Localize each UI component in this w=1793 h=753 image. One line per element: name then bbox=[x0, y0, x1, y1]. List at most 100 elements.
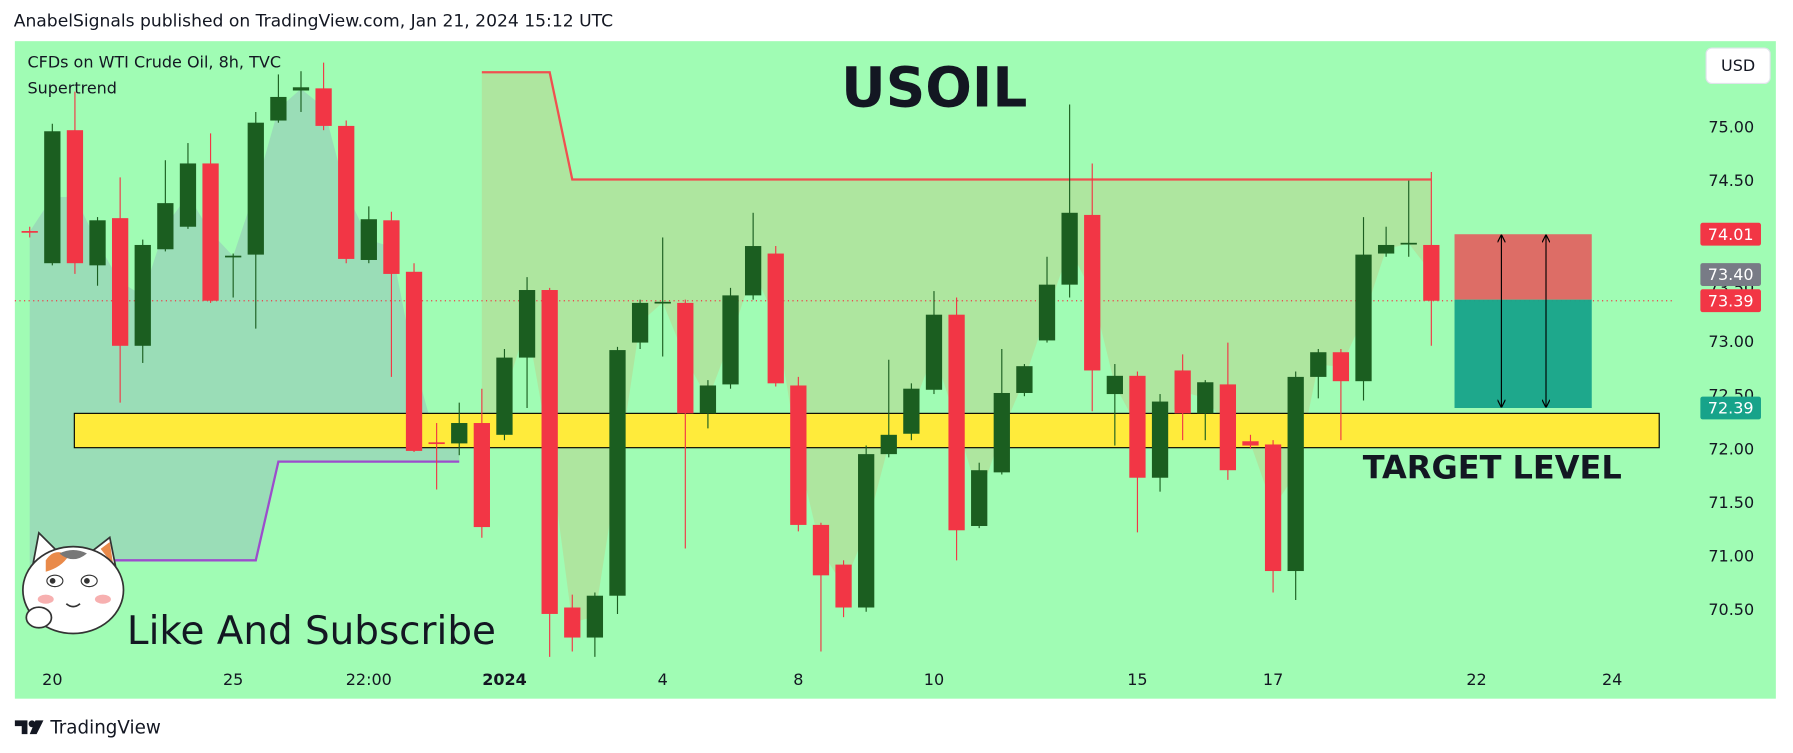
candle-body bbox=[767, 253, 784, 384]
x-tick-label: 8 bbox=[793, 670, 803, 689]
candle-body bbox=[971, 470, 988, 526]
candle-body bbox=[699, 385, 717, 414]
candle-body bbox=[1151, 401, 1169, 478]
cat-blush bbox=[37, 594, 54, 604]
candle-body bbox=[338, 125, 355, 259]
y-tick-label: 70.50 bbox=[1708, 600, 1754, 619]
candle-body bbox=[360, 219, 377, 260]
overlay-layer: 70.5071.0071.5072.0072.5073.0073.5074.00… bbox=[42, 118, 1761, 689]
cat-sticker bbox=[22, 531, 125, 635]
cat-pupil bbox=[84, 578, 90, 584]
candle-body bbox=[586, 595, 604, 638]
candle-body bbox=[179, 163, 197, 227]
candle-body bbox=[654, 301, 671, 304]
candle-body bbox=[44, 131, 61, 264]
candle-body bbox=[1287, 376, 1304, 572]
candle-body bbox=[948, 314, 965, 531]
candle-body bbox=[134, 244, 151, 346]
price-label: 73.39 bbox=[1708, 291, 1754, 310]
zone-label: TARGET LEVEL bbox=[1363, 448, 1622, 486]
y-tick-label: 75.00 bbox=[1708, 118, 1754, 137]
x-tick-label: 15 bbox=[1127, 670, 1147, 689]
candle-body bbox=[880, 434, 897, 455]
price-label: 73.40 bbox=[1708, 265, 1754, 284]
supertrend-line bbox=[481, 71, 1432, 181]
publisher: AnabelSignals published on TradingView.c… bbox=[14, 12, 613, 32]
currency-button[interactable]: USD bbox=[1705, 47, 1771, 85]
x-tick-label: 22 bbox=[1466, 670, 1486, 689]
cat-blush bbox=[94, 594, 111, 604]
currency[interactable]: USD bbox=[1721, 56, 1755, 75]
x-tick-label: 4 bbox=[658, 670, 668, 689]
cat-ear-patch bbox=[100, 542, 114, 565]
brand-logo bbox=[14, 720, 44, 735]
target-area bbox=[1454, 299, 1592, 409]
candle-body bbox=[1400, 242, 1417, 245]
candle-body bbox=[744, 246, 762, 296]
price-label: 74.01 bbox=[1708, 225, 1754, 244]
candle-body bbox=[1242, 441, 1259, 446]
candle-body bbox=[925, 314, 943, 390]
candle-body bbox=[790, 385, 807, 525]
price-label-box bbox=[1700, 222, 1761, 246]
candle-body bbox=[225, 255, 242, 258]
candle-body bbox=[677, 302, 694, 414]
x-tick-label: 22:00 bbox=[346, 670, 392, 689]
currency-box[interactable] bbox=[1705, 47, 1771, 85]
candle-body bbox=[315, 88, 332, 126]
candle-body bbox=[428, 442, 445, 445]
candle-body bbox=[631, 302, 649, 343]
candle-body bbox=[835, 564, 852, 608]
y-tick-label: 73.00 bbox=[1708, 332, 1754, 351]
candle-body bbox=[21, 231, 38, 233]
x-tick-label: 2024 bbox=[482, 670, 527, 689]
candle-body bbox=[1332, 352, 1350, 382]
candle-body bbox=[1264, 444, 1282, 572]
x-tick-label: 10 bbox=[924, 670, 944, 689]
target-zone bbox=[73, 412, 1660, 449]
candle-body bbox=[1106, 375, 1123, 395]
cat-patch bbox=[59, 550, 87, 560]
cat-mouth bbox=[65, 603, 81, 608]
x-tick-label: 25 bbox=[223, 670, 243, 689]
candle-body bbox=[496, 357, 513, 435]
candle-body bbox=[541, 290, 558, 614]
candle-body bbox=[89, 220, 106, 266]
candle-body bbox=[112, 218, 129, 346]
symbol: CFDs on WTI Crude Oil, 8h, TVC bbox=[27, 52, 281, 71]
stop-area bbox=[1454, 234, 1592, 300]
candle-body bbox=[609, 350, 626, 596]
candle-body bbox=[451, 423, 468, 444]
candle-body bbox=[858, 454, 875, 608]
candle-body bbox=[1016, 366, 1033, 393]
candle-body bbox=[518, 290, 536, 358]
x-tick-label: 24 bbox=[1602, 670, 1622, 689]
candle-body bbox=[405, 271, 423, 451]
logo-shape bbox=[29, 720, 44, 735]
zone-layer bbox=[73, 412, 1660, 449]
brand: TradingView bbox=[49, 717, 161, 738]
candle-body bbox=[1129, 375, 1146, 478]
candle-body bbox=[270, 96, 287, 121]
price-label: 72.39 bbox=[1708, 399, 1754, 418]
price-label-box bbox=[1700, 396, 1761, 420]
x-tick-label: 17 bbox=[1263, 670, 1283, 689]
indicator-name: Supertrend bbox=[27, 79, 117, 98]
candle-body bbox=[1038, 284, 1056, 341]
cat-patch bbox=[45, 552, 69, 572]
candle-body bbox=[1310, 352, 1327, 377]
y-tick-label: 71.50 bbox=[1708, 493, 1754, 512]
candle-body bbox=[1084, 214, 1101, 371]
candle-body bbox=[1197, 382, 1214, 414]
y-tick-label: 71.00 bbox=[1708, 547, 1754, 566]
candle-body bbox=[993, 392, 1010, 473]
candle-body bbox=[1423, 244, 1440, 301]
y-tick-label: 72.00 bbox=[1708, 439, 1754, 458]
annotation: Like And Subscribe bbox=[127, 609, 496, 654]
candle-layer bbox=[21, 62, 1440, 657]
chart-title: USOIL bbox=[841, 56, 1027, 120]
candle-body bbox=[903, 388, 920, 434]
candle-body bbox=[1355, 254, 1372, 382]
